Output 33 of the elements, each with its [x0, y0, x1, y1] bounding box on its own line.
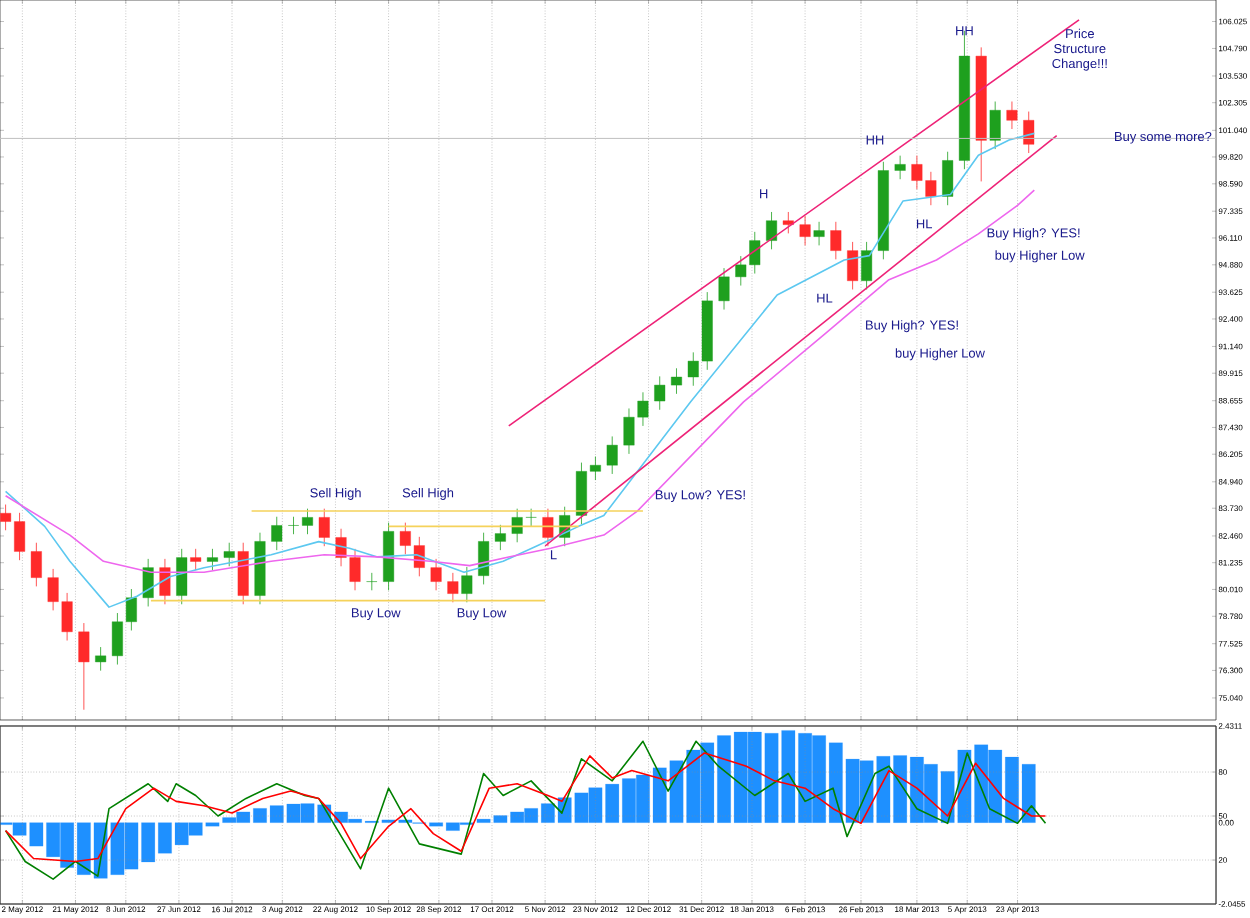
candlestick	[1006, 101, 1018, 130]
candlestick	[718, 267, 730, 310]
candlestick	[830, 221, 842, 260]
candlestick	[318, 508, 330, 547]
candlestick	[223, 542, 235, 567]
candlestick	[894, 155, 906, 180]
candlestick	[782, 211, 794, 234]
candlestick	[606, 436, 618, 475]
candlestick	[271, 516, 283, 551]
candlestick	[237, 542, 249, 605]
candlestick	[176, 548, 188, 605]
candlestick	[30, 542, 42, 587]
candlestick	[654, 375, 666, 411]
candlestick	[366, 572, 378, 591]
line-series	[4, 752, 1047, 863]
candlestick	[430, 558, 442, 591]
candlestick	[494, 524, 506, 551]
candlestick	[813, 221, 825, 246]
candlestick	[447, 572, 459, 603]
candlestick	[78, 622, 90, 711]
candlestick	[461, 566, 473, 603]
candlestick	[190, 548, 202, 571]
candlestick	[766, 211, 778, 250]
candlestick	[206, 548, 218, 571]
candlestick	[847, 241, 859, 290]
candlestick	[542, 508, 554, 547]
candlestick	[671, 367, 682, 395]
candlestick	[95, 646, 107, 672]
candlestick	[478, 532, 490, 585]
candlestick	[799, 215, 811, 246]
candlestick	[989, 101, 1001, 150]
line-series	[4, 740, 1047, 880]
candlestick	[942, 151, 954, 206]
